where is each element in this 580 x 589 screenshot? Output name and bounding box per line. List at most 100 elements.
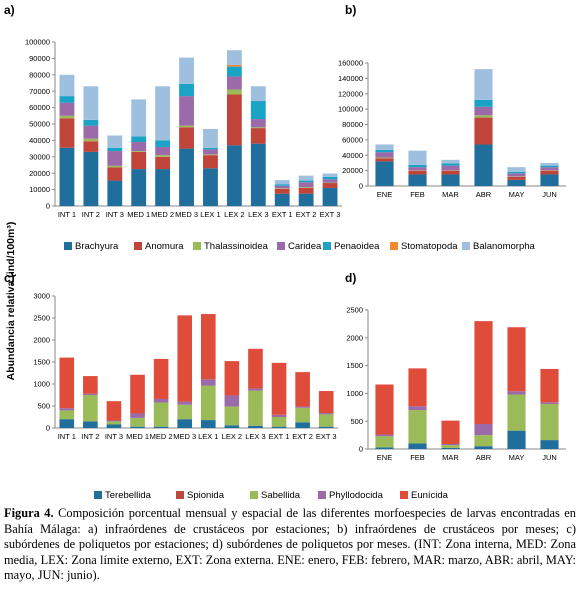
- bar-terebellida-med-2: [153, 426, 169, 428]
- bar-balanomorpha-lex-2: [226, 50, 242, 65]
- bar-penaoidea-med-3: [179, 83, 194, 97]
- bar-balanomorpha-mar: [441, 159, 460, 164]
- bar-eunicida-med-1: [130, 374, 145, 414]
- x-tick-label: LEX 3: [248, 210, 268, 219]
- bar-terebellida-jun: [540, 440, 559, 449]
- bar-brachyura-mar: [441, 174, 460, 186]
- y-tick-label: 140000: [338, 74, 363, 83]
- bar-thalassinoidea-abr: [474, 115, 493, 118]
- bar-anomura-med-3: [179, 127, 194, 149]
- legend-swatch: [400, 491, 408, 499]
- bar-phyllodocida-mar: [441, 444, 460, 446]
- x-tick-label: INT 1: [58, 210, 76, 219]
- bar-brachyura-lex-1: [203, 168, 218, 206]
- bar-penaoidea-lex-1: [203, 147, 218, 150]
- bar-balanomorpha-ene: [375, 144, 394, 150]
- bar-phyllodocida-ext-3: [318, 413, 334, 415]
- bar-terebellida-int-1: [59, 419, 75, 428]
- bar-terebellida-lex-1: [200, 420, 216, 428]
- bar-penaoidea-abr: [474, 99, 493, 107]
- x-tick-label: INT 2: [81, 432, 99, 441]
- bar-phyllodocida-abr: [474, 423, 493, 436]
- bar-balanomorpha-feb: [408, 150, 427, 165]
- bar-penaoidea-lex-2: [226, 66, 242, 77]
- bar-thalassinoidea-int-2: [83, 138, 99, 142]
- y-tick-label: 100000: [25, 38, 50, 47]
- bar-balanomorpha-med-2: [155, 86, 171, 141]
- bar-balanomorpha-ext-2: [298, 175, 314, 181]
- bar-terebellida-int-2: [83, 421, 98, 428]
- bar-balanomorpha-ext-1: [274, 180, 290, 185]
- bar-brachyura-lex-2: [226, 145, 242, 206]
- bar-penaoidea-ene: [375, 149, 394, 153]
- legend-swatch: [277, 242, 285, 250]
- x-tick-label: MAR: [442, 453, 459, 462]
- bar-balanomorpha-lex-1: [203, 128, 218, 148]
- bar-anomura-med-2: [155, 156, 171, 170]
- bar-brachyura-abr: [474, 144, 493, 186]
- y-tick-label: 40000: [342, 151, 363, 160]
- bar-caridea-lex-2: [226, 76, 242, 90]
- bar-sabellida-med-2: [153, 402, 169, 427]
- bar-terebellida-may: [507, 430, 526, 449]
- bar-eunicida-ene: [375, 384, 394, 435]
- x-tick-label: INT 1: [58, 432, 76, 441]
- bar-sabellida-med-3: [177, 404, 193, 420]
- x-tick-label: FEB: [410, 190, 425, 199]
- bar-caridea-abr: [474, 106, 493, 116]
- y-tick-label: 80000: [29, 70, 50, 79]
- y-tick-label: 2000: [33, 336, 50, 345]
- y-tick-label: 50000: [29, 120, 50, 129]
- bar-phyllodocida-lex-2: [224, 395, 240, 407]
- y-tick-label: 500: [37, 402, 50, 411]
- legend-label: Anomura: [145, 241, 184, 252]
- bar-anomura-mar: [441, 170, 460, 175]
- y-tick-label: 2500: [33, 314, 50, 323]
- x-tick-label: JUN: [542, 190, 557, 199]
- y-tick-label: 90000: [29, 54, 50, 63]
- bar-phyllodocida-feb: [408, 406, 427, 411]
- legend-item-anomura: Anomura: [134, 241, 184, 252]
- legend-label: Stomatopoda: [401, 241, 458, 252]
- bar-thalassinoidea-lex-1: [203, 154, 218, 156]
- y-tick-label: 70000: [29, 87, 50, 96]
- bar-penaoidea-int-2: [83, 119, 99, 126]
- figure-caption: Figura 4. Composición porcentual mensual…: [4, 506, 576, 584]
- bar-phyllodocida-int-2: [83, 393, 98, 395]
- x-tick-label: MED 1: [126, 432, 149, 441]
- bar-sabellida-int-1: [59, 410, 75, 420]
- bar-sabellida-lex-2: [224, 406, 240, 426]
- x-tick-label: LEX 2: [222, 432, 242, 441]
- legend-item-stomatopoda: Stomatopoda: [390, 241, 458, 252]
- y-tick-label: 2000: [346, 333, 363, 342]
- bar-sabellida-feb: [408, 410, 427, 444]
- legend-item-terebellida: Terebellida: [94, 490, 152, 501]
- legend-item-balanomorpha: Balanomorpha: [462, 241, 536, 252]
- x-tick-label: MED 1: [127, 210, 150, 219]
- y-tick-label: 60000: [342, 135, 363, 144]
- y-tick-label: 500: [350, 417, 363, 426]
- bar-caridea-int-2: [83, 125, 99, 139]
- bar-terebellida-ene: [375, 447, 394, 449]
- bar-sabellida-ext-2: [295, 407, 310, 423]
- bar-eunicida-mar: [441, 420, 460, 444]
- bar-eunicida-lex-1: [200, 314, 216, 380]
- x-tick-label: EXT 1: [269, 432, 290, 441]
- legend-swatch: [462, 242, 470, 250]
- bar-terebellida-lex-3: [248, 425, 263, 428]
- y-tick-label: 3000: [33, 292, 50, 301]
- bar-sabellida-ene: [375, 436, 394, 448]
- bar-balanomorpha-med-3: [179, 57, 194, 84]
- bar-phyllodocida-int-1: [59, 408, 75, 411]
- bar-phyllodocida-lex-3: [248, 388, 263, 391]
- bar-phyllodocida-med-1: [130, 413, 145, 418]
- bar-eunicida-abr: [474, 321, 493, 424]
- bar-caridea-med-1: [131, 142, 147, 152]
- bar-terebellida-med-1: [130, 426, 145, 428]
- bar-caridea-ext-1: [274, 185, 290, 189]
- panel-letter-d: d): [345, 271, 356, 285]
- legend-item-caridea: Caridea: [277, 241, 322, 252]
- bar-anomura-lex-3: [250, 128, 266, 144]
- bar-balanomorpha-med-1: [131, 99, 147, 137]
- bar-anomura-feb: [408, 170, 427, 175]
